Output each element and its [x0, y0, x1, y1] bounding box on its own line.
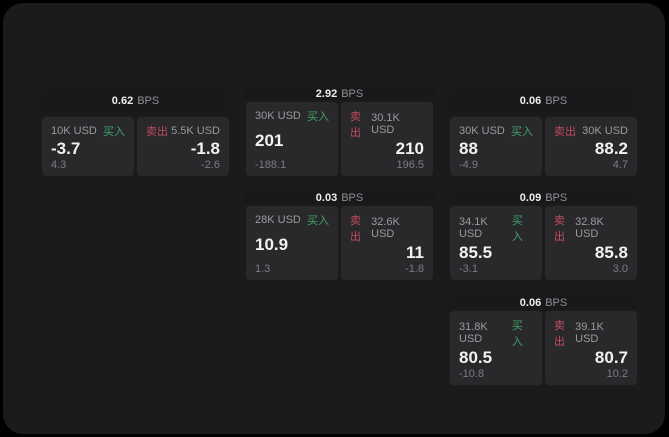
buy-price: -3.7 [51, 138, 81, 158]
buy-panel[interactable]: 28K USD 买入 10.9 1.3 [246, 206, 338, 280]
bps-label: BPS [137, 95, 160, 107]
buy-change: -188.1 [255, 159, 287, 171]
quote-card: 0.06 BPS 31.8K USD 买入 80.5 -10.8 卖出 39.1… [448, 296, 639, 386]
bps-label: BPS [341, 191, 364, 204]
sell-change: -1.8 [405, 263, 424, 275]
buy-panel[interactable]: 31.8K USD 买入 80.5 -10.8 [450, 311, 542, 385]
buy-notional: 31.8K USD [459, 321, 488, 346]
quote-card: 0.62 BPS 10K USD 买入 -3.7 4.3 卖出 5.5K USD… [40, 87, 231, 177]
sell-change: 196.5 [396, 159, 424, 171]
buy-side-label: 买入 [511, 126, 533, 138]
sell-notional: 39.1K USD [575, 321, 604, 346]
buy-side-label: 买入 [103, 126, 125, 138]
buy-price: 80.5 [459, 348, 493, 368]
sell-price: 80.7 [594, 348, 628, 368]
sell-notional: 30K USD [582, 125, 628, 137]
sell-price: 210 [395, 139, 424, 159]
buy-panel[interactable]: 30K USD 买入 201 -188.1 [246, 102, 338, 176]
sell-notional: 30.1K USD [371, 112, 400, 137]
spread-header: 2.92 BPS [244, 87, 435, 101]
buy-price: 85.5 [459, 243, 493, 263]
buy-side-label: 买入 [307, 215, 329, 228]
app-surface: 0.62 BPS 10K USD 买入 -3.7 4.3 卖出 5.5K USD… [3, 3, 665, 434]
quote-card: 2.92 BPS 30K USD 买入 201 -188.1 卖出 30.1K … [244, 87, 435, 177]
spread-value: 0.06 [519, 296, 542, 309]
sell-panel[interactable]: 卖出 32.6K USD 11 -1.8 [341, 206, 433, 280]
buy-panel[interactable]: 30K USD 买入 88 -4.9 [450, 117, 542, 176]
sell-panel[interactable]: 卖出 32.8K USD 85.8 3.0 [545, 206, 637, 280]
buy-change: 1.3 [255, 263, 271, 275]
sell-price: 11 [406, 243, 424, 263]
sell-side-label: 卖出 [554, 126, 576, 138]
sell-side-label: 卖出 [350, 215, 361, 244]
buy-notional: 10K USD [51, 125, 97, 137]
spread-value: 0.62 [111, 95, 134, 107]
sell-panel[interactable]: 卖出 30K USD 88.2 4.7 [545, 117, 637, 176]
spread-header: 0.09 BPS [448, 191, 639, 205]
buy-side-label: 买入 [307, 111, 329, 124]
spread-value: 0.06 [519, 95, 542, 107]
bps-label: BPS [545, 296, 568, 309]
sell-side-label: 卖出 [146, 126, 168, 138]
quote-card: 0.09 BPS 34.1K USD 买入 85.5 -3.1 卖出 32.8K… [448, 191, 639, 281]
buy-change: -10.8 [459, 368, 485, 380]
buy-price: 201 [255, 131, 284, 151]
buy-side-label: 买入 [511, 320, 523, 349]
sell-side-label: 卖出 [554, 215, 565, 244]
sell-change: -2.6 [201, 159, 220, 171]
bps-label: BPS [545, 191, 568, 204]
quote-card: 0.03 BPS 28K USD 买入 10.9 1.3 卖出 32.6K US… [244, 191, 435, 281]
buy-panel[interactable]: 10K USD 买入 -3.7 4.3 [42, 117, 134, 176]
bps-label: BPS [545, 95, 568, 107]
sell-change: 10.2 [606, 368, 628, 380]
sell-panel[interactable]: 卖出 5.5K USD -1.8 -2.6 [137, 117, 229, 176]
buy-panel[interactable]: 34.1K USD 买入 85.5 -3.1 [450, 206, 542, 280]
buy-price: 88 [459, 138, 478, 158]
bps-label: BPS [341, 87, 364, 100]
sell-panel[interactable]: 卖出 30.1K USD 210 196.5 [341, 102, 433, 176]
spread-value: 0.03 [315, 191, 338, 204]
sell-price: 85.8 [594, 243, 628, 263]
spread-header: 0.62 BPS [40, 87, 231, 115]
buy-side-label: 买入 [511, 215, 523, 244]
buy-change: -4.9 [459, 159, 478, 171]
buy-notional: 28K USD [255, 214, 301, 227]
spread-value: 2.92 [315, 87, 338, 100]
spread-header: 0.06 BPS [448, 296, 639, 310]
buy-price: 10.9 [255, 235, 289, 255]
buy-notional: 30K USD [255, 110, 301, 123]
quote-card: 0.06 BPS 30K USD 买入 88 -4.9 卖出 30K USD 8… [448, 87, 639, 177]
spread-value: 0.09 [519, 191, 542, 204]
buy-notional: 30K USD [459, 125, 505, 137]
buy-change: 4.3 [51, 159, 67, 171]
spread-header: 0.03 BPS [244, 191, 435, 205]
sell-side-label: 卖出 [554, 320, 565, 349]
sell-notional: 32.6K USD [371, 216, 400, 241]
spread-header: 0.06 BPS [448, 87, 639, 115]
sell-change: 4.7 [612, 159, 628, 171]
sell-price: -1.8 [190, 138, 220, 158]
buy-change: -3.1 [459, 263, 478, 275]
sell-notional: 32.8K USD [575, 216, 604, 241]
sell-panel[interactable]: 卖出 39.1K USD 80.7 10.2 [545, 311, 637, 385]
sell-side-label: 卖出 [350, 111, 361, 140]
sell-change: 3.0 [612, 263, 628, 275]
buy-notional: 34.1K USD [459, 216, 488, 241]
sell-price: 88.2 [594, 138, 628, 158]
sell-notional: 5.5K USD [171, 125, 220, 137]
